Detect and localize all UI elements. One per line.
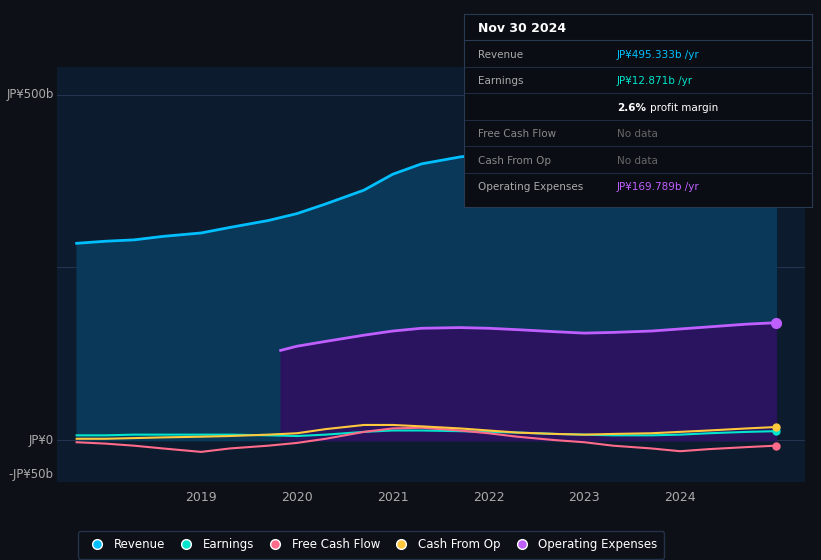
Text: Nov 30 2024: Nov 30 2024 [478,22,566,35]
Text: -JP¥50b: -JP¥50b [9,468,53,481]
Text: Revenue: Revenue [478,50,523,60]
Text: No data: No data [617,129,658,139]
Text: JP¥12.871b /yr: JP¥12.871b /yr [617,77,693,86]
Text: Free Cash Flow: Free Cash Flow [478,129,556,139]
Text: No data: No data [617,156,658,166]
Text: profit margin: profit margin [650,103,718,113]
Text: JP¥500b: JP¥500b [7,88,53,101]
Text: JP¥0: JP¥0 [29,433,53,447]
Text: JP¥495.333b /yr: JP¥495.333b /yr [617,50,699,60]
Text: Operating Expenses: Operating Expenses [478,183,583,192]
Text: Cash From Op: Cash From Op [478,156,551,166]
Legend: Revenue, Earnings, Free Cash Flow, Cash From Op, Operating Expenses: Revenue, Earnings, Free Cash Flow, Cash … [78,531,664,558]
Text: 2.6%: 2.6% [617,103,646,113]
Text: Earnings: Earnings [478,77,523,86]
Text: JP¥169.789b /yr: JP¥169.789b /yr [617,183,699,192]
